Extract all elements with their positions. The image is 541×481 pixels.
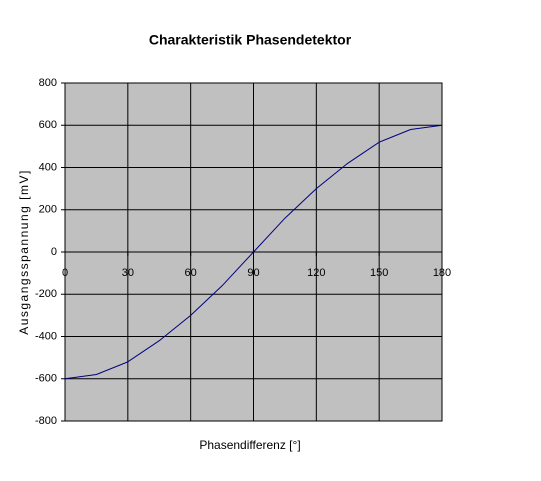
x-tick-label: 180 <box>433 267 451 279</box>
chart-title: Charakteristik Phasendetektor <box>149 32 352 48</box>
y-tick-label: 800 <box>39 77 57 89</box>
x-tick-label: 30 <box>122 267 134 279</box>
x-tick-label: 0 <box>62 267 68 279</box>
data-line <box>64 124 443 380</box>
y-tick-label: 200 <box>39 204 57 216</box>
y-tick-label: -800 <box>35 415 57 427</box>
y-tick-label: -600 <box>35 373 57 385</box>
y-tick-label: -200 <box>35 288 57 300</box>
x-tick-label: 150 <box>370 267 388 279</box>
x-tick-label: 60 <box>185 267 197 279</box>
x-tick-label: 90 <box>247 267 259 279</box>
x-tick-label: 120 <box>307 267 325 279</box>
y-tick-label: 0 <box>51 246 57 258</box>
x-axis-title: Phasendifferenz [°] <box>199 438 300 452</box>
y-axis-title: Ausgangsspannung [mV] <box>17 169 31 335</box>
y-tick-label: 400 <box>39 161 57 173</box>
y-tick-label: -400 <box>35 330 57 342</box>
y-tick-label: 600 <box>39 119 57 131</box>
